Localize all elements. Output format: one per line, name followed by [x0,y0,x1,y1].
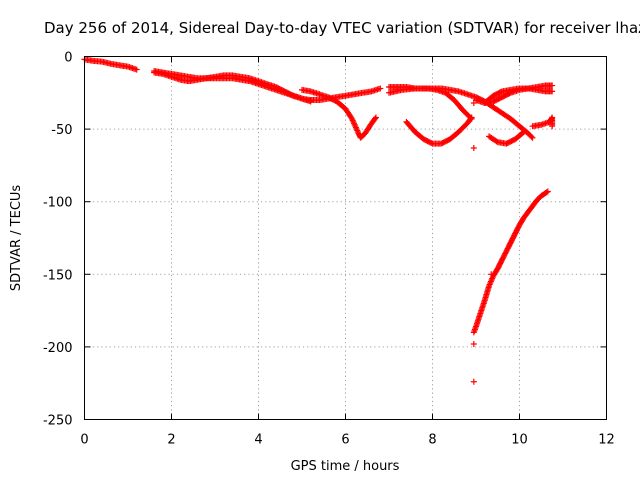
series-outliers [470,99,495,385]
x-tick-label: 12 [598,433,615,448]
x-tick-label: 4 [254,433,262,448]
series-arc-5 [299,86,379,141]
series-arc-11 [486,129,527,147]
y-tick-label: -250 [43,414,73,429]
x-tick-label: 2 [167,433,175,448]
grid-lines [84,56,607,420]
x-tick-label: 8 [428,433,436,448]
y-tick-label: -200 [43,341,73,356]
data-point [372,114,379,121]
data-point [544,188,551,195]
y-axis-label: SDTVAR / TECUs [9,185,24,292]
x-tick-label: 6 [341,433,349,448]
chart-title: Day 256 of 2014, Sidereal Day-to-day VTE… [44,19,640,37]
data-point [497,88,504,95]
data-point [428,139,435,146]
x-tick-label: 10 [511,433,528,448]
data-points [81,56,556,385]
series-arc-13 [470,188,551,336]
y-tick-label: 0 [64,51,72,66]
data-point [549,88,556,95]
plot-frame [84,56,607,420]
data-point [520,129,527,136]
series-arc-10 [481,85,556,106]
y-tick-label: -150 [43,268,73,283]
data-point [543,189,550,196]
x-tick-label: 0 [80,433,88,448]
data-point [133,66,140,73]
y-tick-label: -50 [51,123,72,138]
data-point [519,129,526,136]
series-arc-12 [529,114,556,130]
data-point [549,82,556,89]
data-point [470,144,477,151]
y-tick-label: -100 [43,196,73,211]
data-point [470,340,477,347]
data-point [372,115,379,122]
data-point [470,378,477,385]
series-arc-8 [403,114,475,147]
data-point [377,85,384,92]
data-point [468,114,475,121]
data-point [470,99,477,106]
data-point [529,134,536,141]
y-axis-ticks: 0 -50 -100 -150 -200 -250 [43,51,607,429]
data-point [467,115,474,122]
x-axis-label: GPS time / hours [291,459,400,474]
data-point [493,138,500,145]
data-point [549,123,556,130]
series-arc-1 [81,56,140,73]
data-point [528,133,535,140]
data-point [488,271,495,278]
